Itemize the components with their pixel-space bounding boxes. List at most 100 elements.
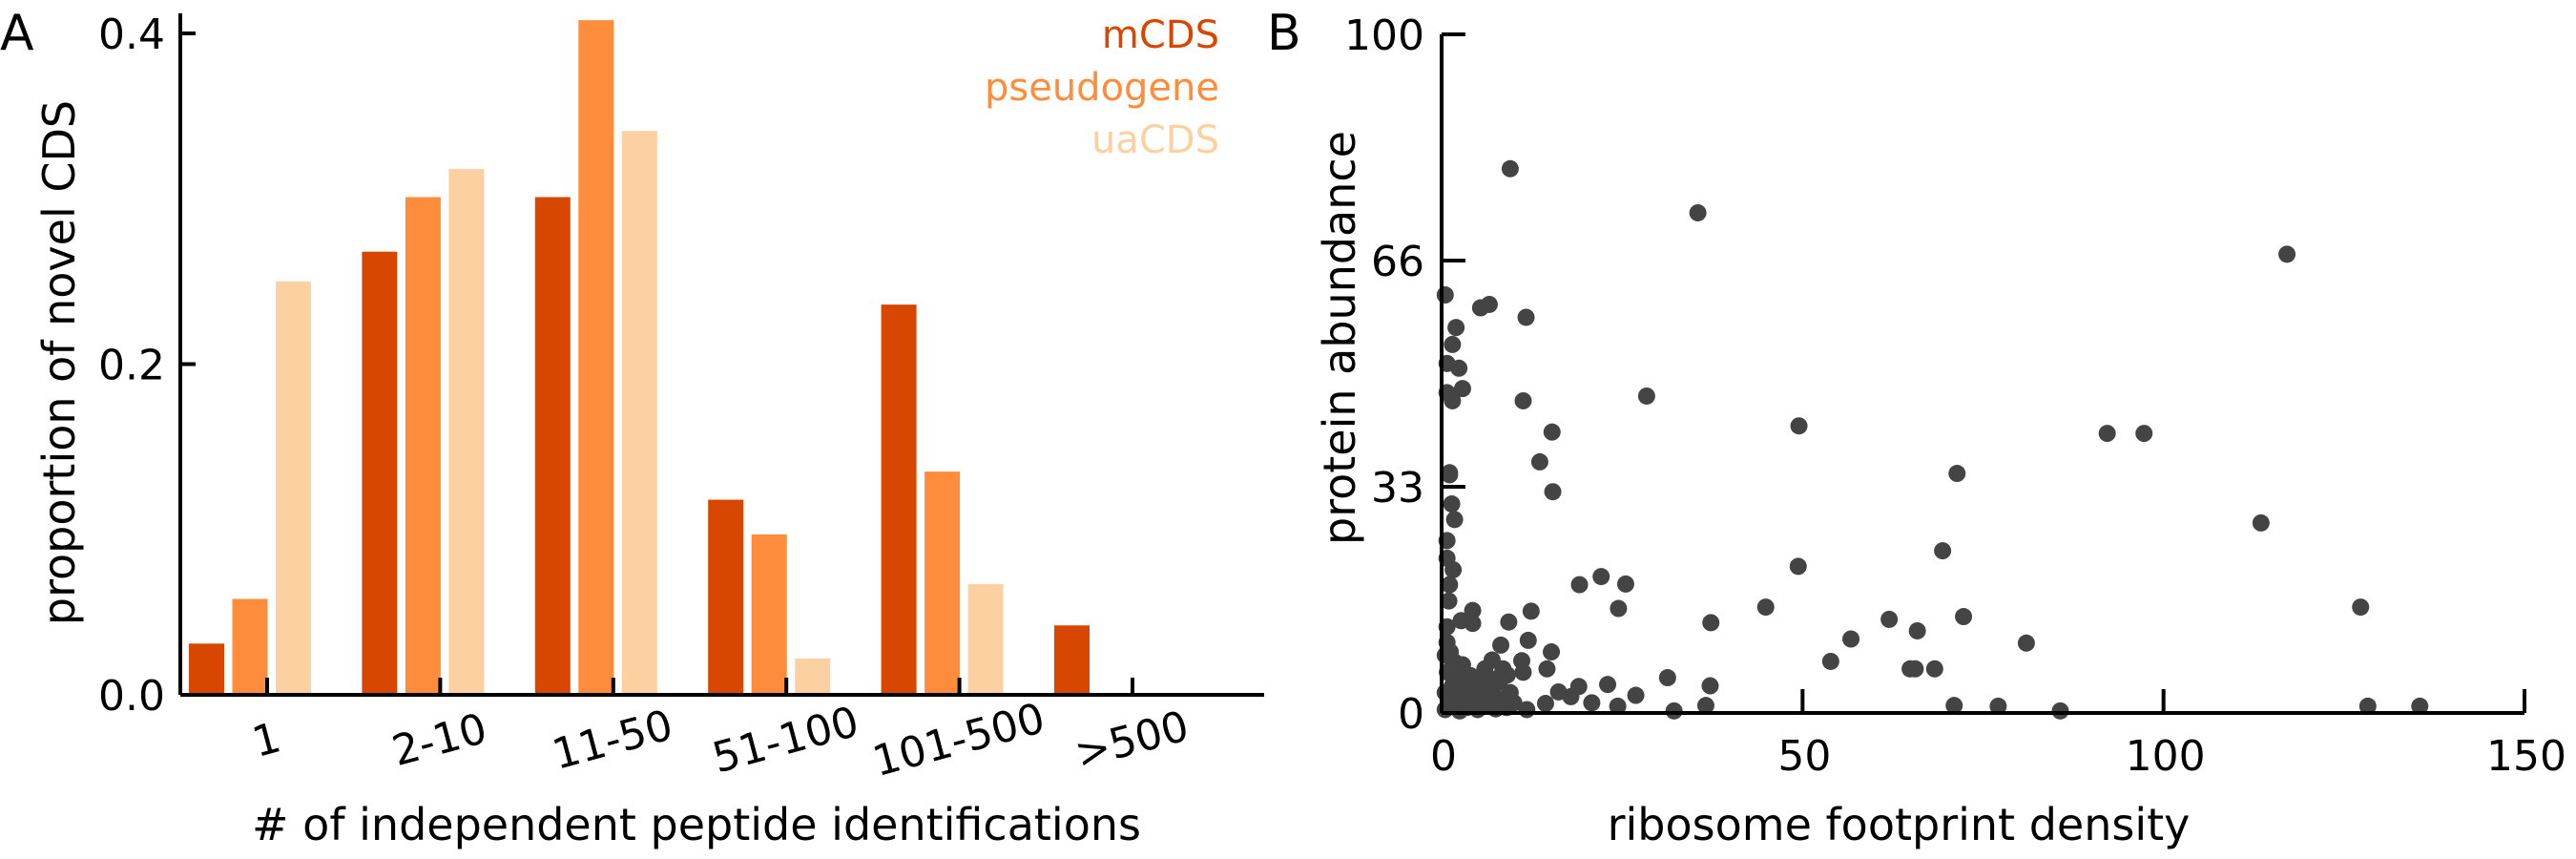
scatter-point — [2051, 702, 2069, 720]
panel-a-y-tick-label: 0.2 — [98, 342, 165, 390]
bar-pseudogene-101-500 — [924, 471, 961, 695]
scatter-point — [1450, 359, 1468, 377]
panel-b-y-tick-label: 33 — [1371, 464, 1424, 513]
bar-mCDS-2-10 — [362, 251, 398, 695]
panel-b-x-tick-label: 0 — [1430, 732, 1457, 781]
scatter-point — [1906, 660, 1924, 678]
scatter-point — [1501, 159, 1519, 178]
bar-pseudogene-2-10 — [405, 197, 441, 695]
scatter-point — [1522, 602, 1540, 620]
panel-a-bar-chart: A proportion of novel CDS # of independe… — [0, 5, 1264, 850]
panel-a-x-tick-label: 11-50 — [548, 701, 678, 779]
scatter-point — [1444, 335, 1462, 353]
bar-uaCDS-1 — [276, 281, 311, 695]
scatter-point — [1637, 387, 1655, 405]
scatter-point — [1538, 660, 1556, 678]
scatter-point — [1934, 542, 1952, 560]
scatter-point — [1476, 660, 1494, 678]
bar-pseudogene-51-100 — [751, 534, 787, 695]
scatter-point — [1436, 683, 1454, 702]
panel-b-x-ticks: 0 50 100 150 — [1430, 689, 2566, 781]
scatter-point — [1592, 568, 1610, 586]
bar-uaCDS-51-100 — [795, 658, 831, 695]
panel-a-x-tick-label: >500 — [1070, 702, 1194, 779]
scatter-point — [1821, 652, 1839, 670]
bar-mCDS-11-50 — [534, 197, 571, 695]
scatter-point — [1570, 576, 1589, 594]
panel-a-legend: mCDS pseudogene uaCDS — [985, 13, 1219, 162]
scatter-point — [1908, 621, 1926, 639]
scatter-point — [1492, 636, 1510, 654]
scatter-point — [1627, 686, 1645, 704]
scatter-point — [1543, 643, 1561, 661]
scatter-point — [1519, 631, 1537, 649]
scatter-point — [1948, 465, 1966, 483]
bar-mCDS-51-100 — [708, 499, 744, 695]
panel-a-x-tick-label: 1 — [247, 713, 285, 767]
scatter-point — [1610, 599, 1628, 618]
scatter-point — [1665, 702, 1683, 720]
panel-b-y-axis-label: protein abundance — [1314, 131, 1365, 545]
scatter-point — [1544, 483, 1562, 501]
panel-a-x-tick-label: 2-10 — [387, 704, 492, 776]
scatter-point — [1842, 630, 1860, 648]
bar-pseudogene-1 — [232, 598, 268, 695]
scatter-point — [1517, 308, 1535, 326]
scatter-point — [1543, 423, 1561, 441]
scatter-point — [1445, 511, 1464, 529]
scatter-point — [2358, 697, 2377, 715]
scatter-point — [1756, 598, 1775, 617]
panel-b-x-tick-label: 150 — [2486, 732, 2566, 781]
bar-mCDS->500 — [1054, 625, 1090, 695]
scatter-point — [1945, 697, 1963, 715]
scatter-point — [1616, 575, 1634, 593]
scatter-point — [1505, 694, 1523, 712]
scatter-point — [2098, 425, 2116, 443]
scatter-point — [1696, 697, 1714, 715]
panel-a-x-tick-label: 101-500 — [868, 694, 1050, 786]
legend-item-mCDS: mCDS — [1102, 13, 1219, 57]
scatter-point — [1464, 615, 1482, 633]
scatter-point — [1447, 319, 1465, 337]
panel-b-x-axis-label: ribosome footprint density — [1608, 799, 2191, 850]
panel-a-y-ticks: 0.0 0.2 0.4 — [98, 10, 196, 721]
scatter-point — [1441, 466, 1459, 484]
bar-mCDS-1 — [189, 643, 224, 695]
scatter-point — [1536, 695, 1554, 713]
scatter-point — [1989, 697, 2007, 715]
panel-b-y-tick-label: 66 — [1371, 238, 1424, 286]
bar-uaCDS-2-10 — [448, 169, 485, 695]
scatter-point — [1436, 286, 1454, 304]
scatter-point — [1701, 677, 1719, 695]
scatter-point — [1500, 613, 1518, 631]
panel-a-y-tick-label: 0.0 — [98, 672, 165, 721]
panel-a-bars — [189, 20, 1090, 695]
scatter-point — [2278, 245, 2296, 263]
scatter-point — [2135, 425, 2153, 443]
scatter-point — [1444, 391, 1462, 409]
bar-uaCDS-101-500 — [967, 583, 1004, 695]
panel-b-axes — [1440, 34, 2524, 715]
scatter-point — [1955, 608, 1973, 626]
scatter-point — [1494, 660, 1512, 678]
panel-b-points — [1436, 159, 2429, 720]
bar-uaCDS-11-50 — [621, 131, 657, 695]
scatter-point — [1453, 380, 1471, 398]
scatter-point — [1440, 592, 1458, 610]
bar-pseudogene-11-50 — [578, 20, 614, 695]
panel-b-label: B — [1267, 5, 1301, 62]
legend-item-pseudogene: pseudogene — [985, 66, 1219, 110]
scatter-point — [1480, 295, 1498, 313]
scatter-point — [1689, 203, 1707, 221]
scatter-point — [1462, 666, 1480, 684]
scatter-point — [1702, 614, 1720, 632]
scatter-point — [2411, 697, 2429, 715]
scatter-point — [2352, 598, 2370, 617]
scatter-point — [1441, 576, 1459, 594]
scatter-point — [1880, 610, 1899, 628]
panel-b-y-tick-label: 0 — [1398, 690, 1424, 739]
panel-b-scatter-plot: B protein abundance ribosome footprint d… — [1267, 5, 2566, 850]
scatter-point — [1609, 697, 1627, 715]
panel-a-axes — [178, 13, 1264, 697]
